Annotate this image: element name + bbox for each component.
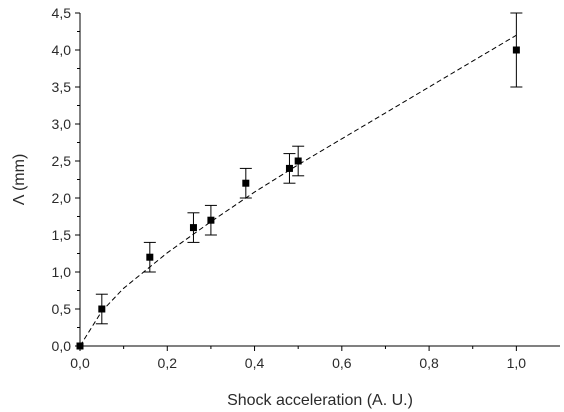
y-tick-label: 1,0 bbox=[52, 264, 72, 280]
y-tick-label: 2,5 bbox=[52, 153, 72, 169]
y-tick-label: 0,0 bbox=[52, 338, 72, 354]
x-tick-label: 1,0 bbox=[507, 355, 527, 371]
y-tick-label: 3,0 bbox=[52, 116, 72, 132]
data-point bbox=[146, 253, 154, 261]
y-tick-label: 4,5 bbox=[52, 5, 72, 21]
y-tick-label: 2,0 bbox=[52, 190, 72, 206]
x-ticks: 0,0 0,2 0,4 0,6 0,8 1,0 bbox=[70, 346, 526, 371]
data-point bbox=[294, 157, 302, 165]
x-axis-title: Shock acceleration (A. U.) bbox=[227, 392, 413, 409]
data-points bbox=[76, 46, 520, 350]
error-bars bbox=[95, 12, 523, 325]
y-tick-label: 4,0 bbox=[52, 42, 72, 58]
data-point bbox=[189, 224, 197, 232]
y-tick-label: 3,5 bbox=[52, 79, 72, 95]
plot-frame bbox=[79, 13, 560, 347]
fit-line bbox=[79, 34, 517, 347]
data-point bbox=[242, 179, 250, 187]
fit-line-group bbox=[79, 34, 517, 347]
y-ticks: 0,0 0,5 1,0 1,5 2,0 2,5 3,0 3,5 4,0 4,5 bbox=[52, 5, 80, 354]
data-point bbox=[512, 46, 520, 54]
data-point bbox=[285, 164, 293, 172]
x-tick-label: 0,4 bbox=[245, 355, 265, 371]
x-tick-label: 0,2 bbox=[158, 355, 178, 371]
y-axis-title: Λ (mm) bbox=[11, 154, 28, 206]
x-tick-label: 0,6 bbox=[332, 355, 352, 371]
data-point bbox=[98, 305, 106, 313]
y-tick-label: 0,5 bbox=[52, 301, 72, 317]
data-point bbox=[76, 342, 84, 350]
y-tick-label: 1,5 bbox=[52, 227, 72, 243]
data-point bbox=[207, 216, 215, 224]
x-tick-label: 0,0 bbox=[70, 355, 90, 371]
x-tick-label: 0,8 bbox=[419, 355, 439, 371]
